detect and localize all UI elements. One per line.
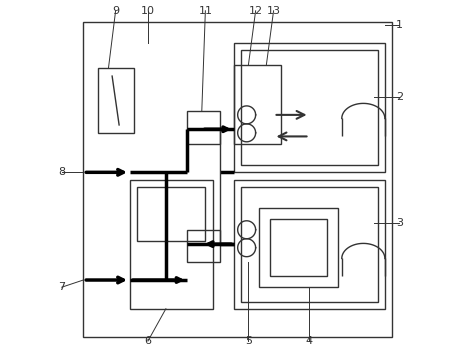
Text: 5: 5 — [245, 336, 252, 346]
Bar — [188, 111, 220, 144]
Text: 1: 1 — [396, 20, 403, 30]
Bar — [241, 187, 378, 302]
Bar — [270, 219, 327, 276]
Text: 11: 11 — [198, 6, 213, 16]
Bar — [234, 43, 385, 172]
Bar — [188, 230, 220, 262]
Text: 10: 10 — [141, 6, 155, 16]
Text: 8: 8 — [58, 167, 65, 177]
Text: 6: 6 — [144, 336, 151, 346]
Bar — [137, 187, 205, 241]
Text: 7: 7 — [58, 282, 65, 292]
Bar — [98, 68, 134, 133]
Text: 13: 13 — [266, 6, 281, 16]
Bar — [241, 50, 378, 165]
Bar — [234, 180, 385, 309]
Text: 2: 2 — [396, 92, 403, 102]
Text: 4: 4 — [306, 336, 313, 346]
Bar — [234, 65, 281, 144]
Text: 12: 12 — [248, 6, 263, 16]
Bar — [130, 180, 213, 309]
Text: 9: 9 — [112, 6, 119, 16]
Text: 3: 3 — [396, 218, 403, 228]
Bar — [83, 22, 392, 337]
Bar — [259, 208, 338, 287]
